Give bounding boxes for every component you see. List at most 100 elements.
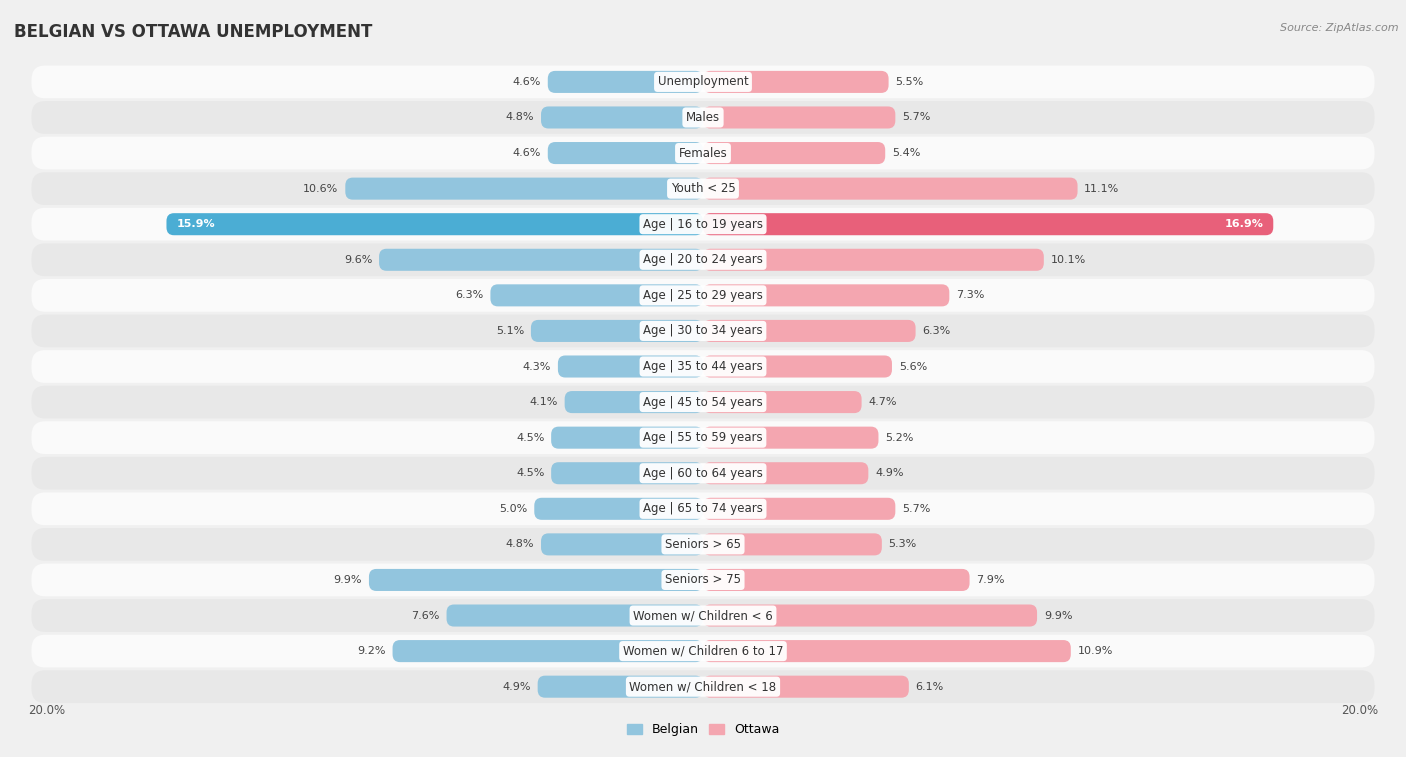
FancyBboxPatch shape <box>31 101 1375 134</box>
FancyBboxPatch shape <box>703 463 869 484</box>
FancyBboxPatch shape <box>166 213 703 235</box>
Text: Youth < 25: Youth < 25 <box>671 182 735 195</box>
Text: 10.1%: 10.1% <box>1050 255 1085 265</box>
Text: 16.9%: 16.9% <box>1225 220 1263 229</box>
Text: 4.1%: 4.1% <box>530 397 558 407</box>
FancyBboxPatch shape <box>565 391 703 413</box>
Text: Males: Males <box>686 111 720 124</box>
FancyBboxPatch shape <box>31 564 1375 597</box>
FancyBboxPatch shape <box>346 178 703 200</box>
FancyBboxPatch shape <box>703 605 1038 627</box>
Text: 7.9%: 7.9% <box>976 575 1005 585</box>
Text: 5.2%: 5.2% <box>886 433 914 443</box>
FancyBboxPatch shape <box>368 569 703 591</box>
Text: Age | 45 to 54 years: Age | 45 to 54 years <box>643 396 763 409</box>
Text: 20.0%: 20.0% <box>28 704 65 718</box>
FancyBboxPatch shape <box>541 107 703 129</box>
Text: Age | 30 to 34 years: Age | 30 to 34 years <box>643 325 763 338</box>
Text: 6.1%: 6.1% <box>915 681 943 692</box>
Text: 5.1%: 5.1% <box>496 326 524 336</box>
FancyBboxPatch shape <box>703 285 949 307</box>
FancyBboxPatch shape <box>31 386 1375 419</box>
Text: Age | 16 to 19 years: Age | 16 to 19 years <box>643 218 763 231</box>
Text: 7.6%: 7.6% <box>412 611 440 621</box>
FancyBboxPatch shape <box>380 249 703 271</box>
FancyBboxPatch shape <box>534 498 703 520</box>
FancyBboxPatch shape <box>703 391 862 413</box>
Text: 9.9%: 9.9% <box>1043 611 1073 621</box>
FancyBboxPatch shape <box>31 279 1375 312</box>
Text: 9.2%: 9.2% <box>357 646 385 656</box>
FancyBboxPatch shape <box>703 213 1274 235</box>
FancyBboxPatch shape <box>703 142 886 164</box>
Text: Seniors > 65: Seniors > 65 <box>665 538 741 551</box>
Text: 9.6%: 9.6% <box>344 255 373 265</box>
FancyBboxPatch shape <box>703 427 879 449</box>
Text: 9.9%: 9.9% <box>333 575 363 585</box>
Text: Age | 65 to 74 years: Age | 65 to 74 years <box>643 503 763 516</box>
FancyBboxPatch shape <box>531 320 703 342</box>
FancyBboxPatch shape <box>703 569 970 591</box>
Text: 5.7%: 5.7% <box>903 113 931 123</box>
Text: Women w/ Children < 18: Women w/ Children < 18 <box>630 681 776 693</box>
Text: 6.3%: 6.3% <box>456 291 484 301</box>
FancyBboxPatch shape <box>703 249 1043 271</box>
Text: Age | 25 to 29 years: Age | 25 to 29 years <box>643 289 763 302</box>
Text: Seniors > 75: Seniors > 75 <box>665 574 741 587</box>
Text: Women w/ Children 6 to 17: Women w/ Children 6 to 17 <box>623 645 783 658</box>
Text: 15.9%: 15.9% <box>177 220 215 229</box>
Text: 11.1%: 11.1% <box>1084 184 1119 194</box>
FancyBboxPatch shape <box>31 66 1375 98</box>
Text: 4.9%: 4.9% <box>875 469 904 478</box>
FancyBboxPatch shape <box>548 142 703 164</box>
Text: Source: ZipAtlas.com: Source: ZipAtlas.com <box>1281 23 1399 33</box>
FancyBboxPatch shape <box>548 71 703 93</box>
Text: Unemployment: Unemployment <box>658 76 748 89</box>
Text: 4.7%: 4.7% <box>869 397 897 407</box>
Text: BELGIAN VS OTTAWA UNEMPLOYMENT: BELGIAN VS OTTAWA UNEMPLOYMENT <box>14 23 373 41</box>
Legend: Belgian, Ottawa: Belgian, Ottawa <box>621 718 785 741</box>
FancyBboxPatch shape <box>31 350 1375 383</box>
FancyBboxPatch shape <box>31 528 1375 561</box>
Text: Women w/ Children < 6: Women w/ Children < 6 <box>633 609 773 622</box>
FancyBboxPatch shape <box>703 107 896 129</box>
FancyBboxPatch shape <box>31 599 1375 632</box>
FancyBboxPatch shape <box>558 356 703 378</box>
FancyBboxPatch shape <box>31 493 1375 525</box>
FancyBboxPatch shape <box>703 320 915 342</box>
Text: 7.3%: 7.3% <box>956 291 984 301</box>
Text: 10.9%: 10.9% <box>1077 646 1114 656</box>
Text: Age | 55 to 59 years: Age | 55 to 59 years <box>643 431 763 444</box>
FancyBboxPatch shape <box>31 422 1375 454</box>
FancyBboxPatch shape <box>537 676 703 698</box>
FancyBboxPatch shape <box>31 173 1375 205</box>
Text: 5.6%: 5.6% <box>898 362 927 372</box>
FancyBboxPatch shape <box>703 534 882 556</box>
Text: 5.3%: 5.3% <box>889 540 917 550</box>
Text: 4.6%: 4.6% <box>513 148 541 158</box>
FancyBboxPatch shape <box>31 315 1375 347</box>
Text: Females: Females <box>679 147 727 160</box>
Text: 4.9%: 4.9% <box>502 681 531 692</box>
FancyBboxPatch shape <box>31 457 1375 490</box>
Text: Age | 60 to 64 years: Age | 60 to 64 years <box>643 467 763 480</box>
FancyBboxPatch shape <box>551 463 703 484</box>
Text: 5.0%: 5.0% <box>499 504 527 514</box>
Text: 4.6%: 4.6% <box>513 77 541 87</box>
FancyBboxPatch shape <box>31 244 1375 276</box>
FancyBboxPatch shape <box>31 670 1375 703</box>
Text: 4.8%: 4.8% <box>506 540 534 550</box>
FancyBboxPatch shape <box>392 640 703 662</box>
Text: 4.8%: 4.8% <box>506 113 534 123</box>
FancyBboxPatch shape <box>703 640 1071 662</box>
FancyBboxPatch shape <box>703 676 908 698</box>
FancyBboxPatch shape <box>31 208 1375 241</box>
Text: 6.3%: 6.3% <box>922 326 950 336</box>
FancyBboxPatch shape <box>31 634 1375 668</box>
FancyBboxPatch shape <box>703 178 1077 200</box>
Text: 4.5%: 4.5% <box>516 469 544 478</box>
FancyBboxPatch shape <box>31 137 1375 170</box>
Text: 5.4%: 5.4% <box>891 148 921 158</box>
FancyBboxPatch shape <box>703 71 889 93</box>
Text: Age | 35 to 44 years: Age | 35 to 44 years <box>643 360 763 373</box>
